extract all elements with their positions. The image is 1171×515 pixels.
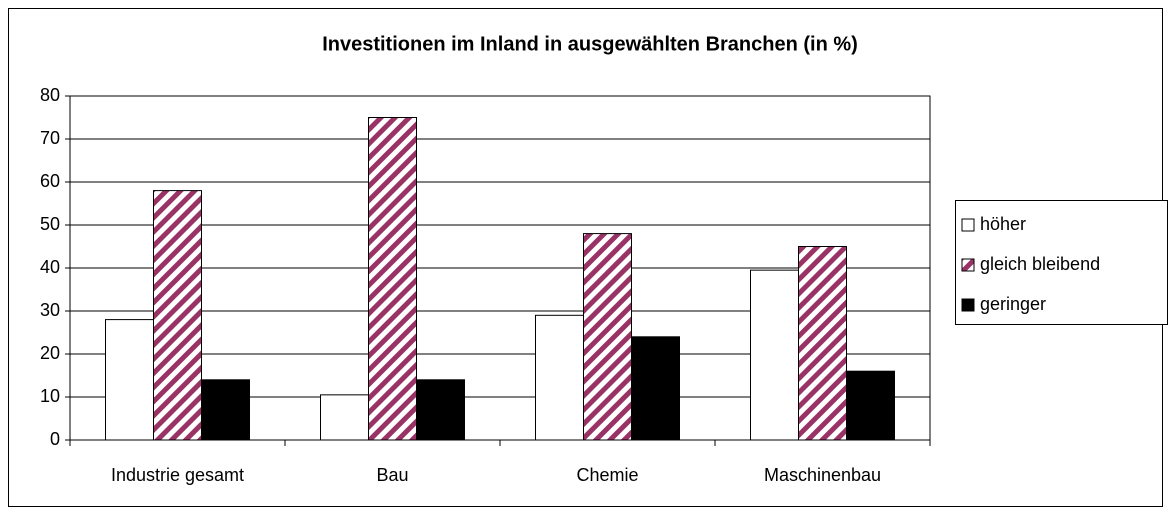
y-tick-label: 80 — [40, 85, 60, 105]
legend-swatch — [961, 218, 975, 232]
chart-title: Investitionen im Inland in ausgewählten … — [322, 33, 858, 55]
x-tick-label: Chemie — [576, 465, 638, 485]
bar — [583, 233, 632, 441]
legend-label: geringer — [980, 294, 1046, 314]
bar — [416, 379, 465, 441]
y-tick-label: 30 — [40, 300, 60, 320]
x-tick-label: Maschinenbau — [764, 465, 881, 485]
legend-label: gleich bleibend — [980, 254, 1100, 274]
bar — [201, 379, 250, 441]
bar — [320, 394, 369, 441]
legend-swatch — [961, 258, 975, 272]
x-tick-label: Industrie gesamt — [111, 465, 244, 485]
bar — [750, 269, 799, 441]
legend-box — [955, 200, 1168, 325]
bar — [798, 246, 847, 441]
y-tick-label: 0 — [50, 429, 60, 449]
y-tick-label: 20 — [40, 343, 60, 363]
bar — [535, 314, 584, 441]
legend-label: höher — [980, 214, 1026, 234]
bar — [846, 370, 895, 441]
x-tick-label: Bau — [376, 465, 408, 485]
bar — [368, 117, 417, 441]
y-tick-label: 60 — [40, 171, 60, 191]
y-tick-label: 40 — [40, 257, 60, 277]
bar — [105, 319, 154, 441]
bar — [153, 190, 202, 441]
legend-swatch — [961, 298, 975, 312]
y-tick-label: 10 — [40, 386, 60, 406]
y-tick-label: 50 — [40, 214, 60, 234]
bar — [631, 336, 680, 441]
y-tick-label: 70 — [40, 128, 60, 148]
